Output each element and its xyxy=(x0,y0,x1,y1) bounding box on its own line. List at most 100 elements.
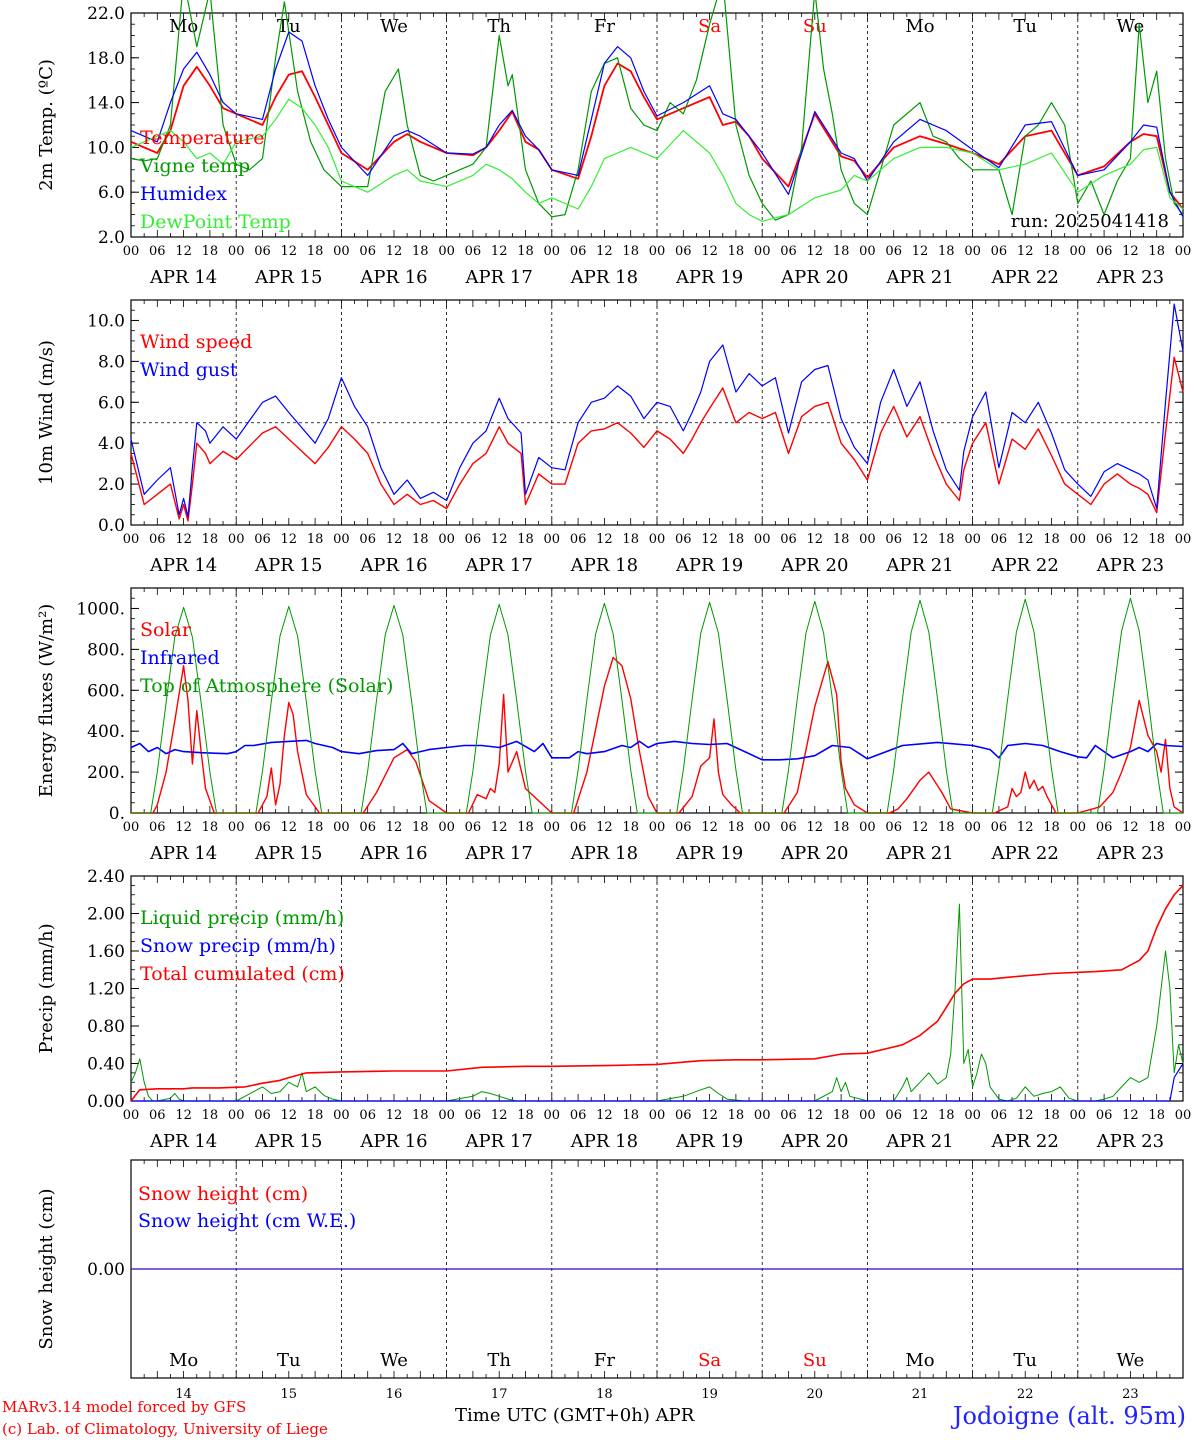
hour-tick-label: 12 xyxy=(491,820,508,835)
hour-tick-label: 12 xyxy=(596,532,613,547)
hour-tick-label: 12 xyxy=(912,1108,929,1123)
y-tick-label: 6.0 xyxy=(98,393,125,413)
dow-label: We xyxy=(1117,16,1145,37)
panel-precip: 0.00 0.40 0.80 1.20 1.60 2.00 2.40 Precip (mm/h… xyxy=(36,867,1191,1152)
dow-label-bottom: Tu xyxy=(1013,1350,1037,1371)
y-tick-label: 0.40 xyxy=(87,1055,125,1075)
y-axis-label: 10m Wind (m/s) xyxy=(36,340,57,485)
y-tick-label: 1000. xyxy=(76,599,125,619)
series-line xyxy=(130,0,1184,221)
y-tick-label: 14.0 xyxy=(87,94,125,114)
hour-tick-label: 00 xyxy=(649,532,666,547)
dow-label: Mo xyxy=(169,16,198,37)
hour-tick-label: 18 xyxy=(1043,532,1060,547)
hour-tick-label: 00 xyxy=(544,820,561,835)
hour-tick-label: 12 xyxy=(386,244,403,259)
date-label: APR 18 xyxy=(570,843,638,864)
hour-tick-label: 00 xyxy=(1070,532,1087,547)
hour-tick-label: 12 xyxy=(1122,820,1139,835)
date-label: APR 23 xyxy=(1096,555,1164,576)
hour-tick-label: 12 xyxy=(491,244,508,259)
y-axis-label: Precip (mm/h) xyxy=(36,923,57,1053)
hour-tick-label: 18 xyxy=(307,1108,324,1123)
hour-tick-label: 06 xyxy=(254,532,271,547)
hour-tick-label: 12 xyxy=(807,532,824,547)
day-number-label: 21 xyxy=(912,1387,929,1402)
date-label: APR 16 xyxy=(359,1131,427,1152)
y-tick-label: 2.0 xyxy=(98,475,125,495)
hour-tick-label: 00 xyxy=(859,244,876,259)
hour-tick-label: 18 xyxy=(307,532,324,547)
hour-tick-label: 12 xyxy=(596,244,613,259)
y-tick-label: 18.0 xyxy=(87,49,125,69)
hour-tick-label: 06 xyxy=(254,244,271,259)
panel-wind: 0.0 2.0 4.0 6.0 8.0 10.0 10m Wind (m/s) Wind sp… xyxy=(36,299,1192,576)
hour-tick-label: 06 xyxy=(780,532,797,547)
hour-tick-label: 18 xyxy=(728,820,745,835)
hour-tick-label: 00 xyxy=(333,820,350,835)
dow-label-bottom: We xyxy=(1117,1350,1145,1371)
legend-entry: Snow height (cm) xyxy=(138,1183,308,1205)
dow-label: Th xyxy=(487,16,511,37)
date-label: APR 16 xyxy=(359,843,427,864)
hour-tick-label: 00 xyxy=(438,1108,455,1123)
hour-tick-label: 06 xyxy=(359,1108,376,1123)
y-tick-label: 0. xyxy=(109,804,125,824)
date-label: APR 20 xyxy=(780,555,848,576)
date-label: APR 16 xyxy=(359,555,427,576)
hour-tick-label: 00 xyxy=(228,532,245,547)
hour-tick-label: 06 xyxy=(991,532,1008,547)
hour-tick-label: 06 xyxy=(359,532,376,547)
legend-entry: Total cumulated (cm) xyxy=(140,963,345,985)
legend-entry: Vigne temp xyxy=(139,155,250,177)
hour-tick-label: 12 xyxy=(281,820,298,835)
y-tick-label: 6.0 xyxy=(98,183,125,203)
legend-entry: Snow precip (mm/h) xyxy=(140,935,336,957)
y-axis-label: Energy fluxes (W/m²) xyxy=(36,604,57,798)
run-label: run: 2025041418 xyxy=(1011,211,1169,232)
hour-tick-label: 12 xyxy=(1122,1108,1139,1123)
hour-tick-label: 18 xyxy=(622,1108,639,1123)
hour-tick-label: 00 xyxy=(964,820,981,835)
dow-label: Tu xyxy=(277,16,301,37)
hour-tick-label: 06 xyxy=(780,244,797,259)
hour-tick-label: 00 xyxy=(1175,1108,1192,1123)
date-label: APR 22 xyxy=(991,1131,1059,1152)
dow-label: We xyxy=(380,16,408,37)
date-label: APR 20 xyxy=(780,267,848,288)
hour-tick-label: 00 xyxy=(964,1108,981,1123)
hour-tick-label: 06 xyxy=(149,820,166,835)
hour-tick-label: 06 xyxy=(780,820,797,835)
hour-tick-label: 00 xyxy=(1175,532,1192,547)
hour-tick-label: 06 xyxy=(675,1108,692,1123)
hour-tick-label: 06 xyxy=(570,1108,587,1123)
hour-tick-label: 06 xyxy=(570,244,587,259)
y-tick-label: 0.00 xyxy=(87,1092,125,1112)
hour-tick-label: 18 xyxy=(833,532,850,547)
hour-tick-label: 00 xyxy=(438,244,455,259)
date-label: APR 20 xyxy=(780,1131,848,1152)
hour-tick-label: 00 xyxy=(544,1108,561,1123)
series-line xyxy=(131,1063,1184,1102)
hour-tick-label: 12 xyxy=(807,244,824,259)
day-number-label: 20 xyxy=(807,1387,824,1402)
hour-tick-label: 18 xyxy=(517,244,534,259)
hour-tick-label: 00 xyxy=(544,532,561,547)
hour-tick-label: 18 xyxy=(1148,820,1165,835)
hour-tick-label: 00 xyxy=(438,532,455,547)
dow-label: Su xyxy=(803,16,827,37)
hour-tick-label: 06 xyxy=(991,820,1008,835)
hour-tick-label: 18 xyxy=(1043,820,1060,835)
hour-tick-label: 00 xyxy=(964,244,981,259)
legend-entry: Humidex xyxy=(140,183,227,205)
hour-tick-label: 06 xyxy=(359,820,376,835)
y-tick-label: 0.0 xyxy=(98,516,125,536)
lab-credit: (c) Lab. of Climatology, University of L… xyxy=(2,1420,328,1438)
hour-tick-label: 06 xyxy=(149,1108,166,1123)
dow-label: Tu xyxy=(1013,16,1037,37)
hour-tick-label: 00 xyxy=(754,244,771,259)
date-label: APR 18 xyxy=(570,267,638,288)
hour-tick-label: 00 xyxy=(754,820,771,835)
hour-tick-label: 12 xyxy=(807,820,824,835)
hour-tick-label: 00 xyxy=(649,1108,666,1123)
